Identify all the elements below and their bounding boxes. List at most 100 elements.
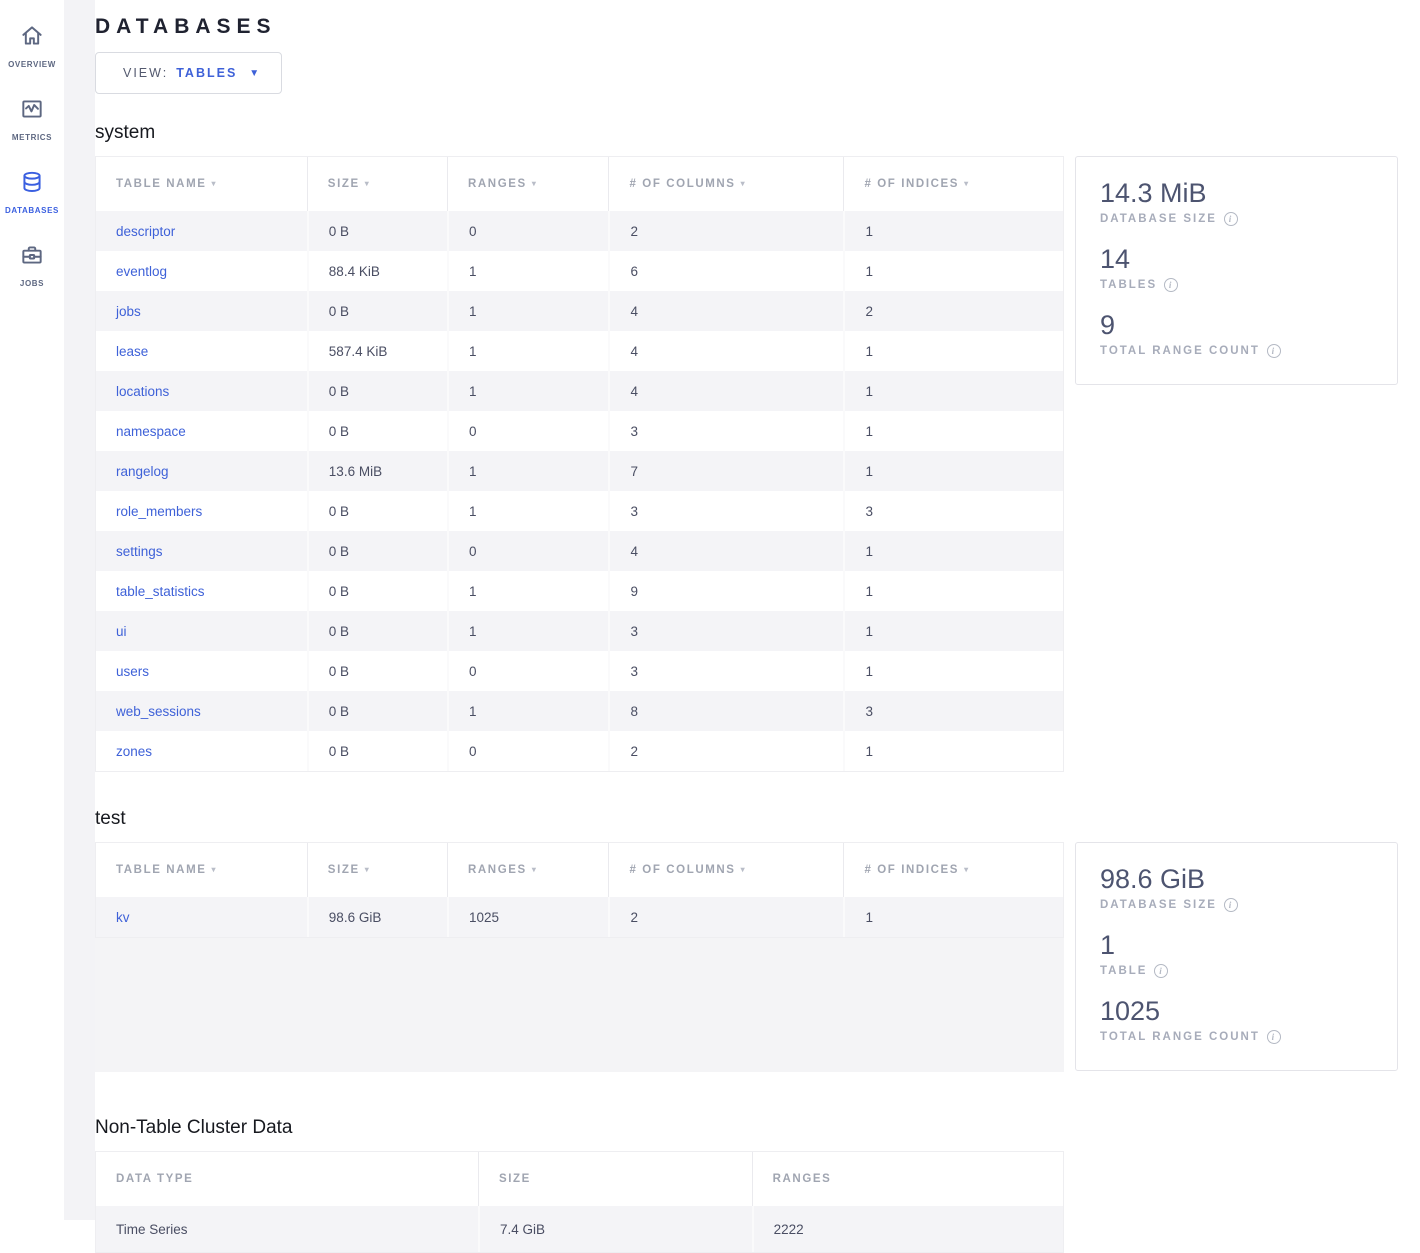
table-cell[interactable]: jobs [96, 291, 307, 331]
table-cell: 0 B [306, 611, 447, 651]
table-cell[interactable]: zones [96, 731, 307, 771]
sidebar-item-label: OVERVIEW [8, 60, 56, 69]
info-icon[interactable]: i [1223, 898, 1238, 912]
table-name-link[interactable]: locations [116, 383, 170, 399]
table-name-link[interactable]: settings [116, 543, 163, 559]
table-cell: 88.4 KiB [306, 251, 447, 291]
table-cell: 2222 [751, 1206, 1063, 1252]
table-cell: 0 B [306, 291, 447, 331]
sidebar-item-label: METRICS [11, 133, 53, 142]
column-header[interactable]: TABLE NAME ▾ [96, 843, 307, 897]
info-icon[interactable]: i [1223, 212, 1238, 226]
table-cell: 1 [447, 611, 609, 651]
table-cell[interactable]: lease [96, 331, 307, 371]
table-cell[interactable]: web_sessions [96, 691, 307, 731]
table-name-link[interactable]: role_members [116, 503, 203, 519]
table-cell: 3 [843, 691, 1063, 731]
table-name-link[interactable]: rangelog [116, 463, 169, 479]
home-icon [19, 23, 45, 54]
table-cell: 2 [843, 291, 1063, 331]
table-name-link[interactable]: kv [116, 909, 130, 925]
table-cell: 4 [608, 331, 844, 371]
table-cell: 1 [843, 731, 1063, 771]
table-name-link[interactable]: namespace [116, 423, 186, 439]
table-cell[interactable]: settings [96, 531, 307, 571]
stat-label: TOTAL RANGE COUNT [1100, 345, 1260, 357]
column-header[interactable]: # OF INDICES ▾ [843, 157, 1063, 211]
sidebar-item-jobs[interactable]: JOBS [0, 229, 64, 302]
table-cell[interactable]: ui [96, 611, 307, 651]
table-cell[interactable]: descriptor [96, 211, 307, 251]
table-cell[interactable]: users [96, 651, 307, 691]
stat-label: DATABASE SIZE [1100, 213, 1217, 225]
table-name-link[interactable]: ui [116, 623, 127, 639]
sidebar-item-databases[interactable]: DATABASES [0, 156, 64, 229]
page-title: DATABASES [95, 15, 277, 38]
table-cell: 1 [843, 371, 1063, 411]
database-name-heading: system [95, 122, 156, 143]
table-cell[interactable]: role_members [96, 491, 307, 531]
column-header[interactable]: RANGES ▾ [447, 843, 609, 897]
table-cell: Time Series [96, 1206, 478, 1252]
table-cell: 0 [447, 211, 609, 251]
column-header[interactable]: RANGES ▾ [447, 157, 609, 211]
table-name-link[interactable]: table_statistics [116, 583, 205, 599]
info-icon[interactable]: i [1154, 964, 1169, 978]
database-name-heading: test [95, 808, 126, 829]
table-cell[interactable]: table_statistics [96, 571, 307, 611]
sort-caret-icon: ▾ [531, 179, 538, 188]
table-name-link[interactable]: eventlog [116, 263, 168, 279]
column-header[interactable]: SIZE ▾ [306, 157, 447, 211]
chevron-down-icon: ▼ [249, 67, 260, 79]
table-name-link[interactable]: zones [116, 743, 153, 759]
database-size-stat: 14.3 MiB DATABASE SIZE i [1100, 177, 1373, 226]
table-cell: 1 [447, 491, 609, 531]
column-header: RANGES [751, 1152, 1063, 1206]
info-icon[interactable]: i [1164, 278, 1179, 292]
table-cell: 3 [608, 651, 844, 691]
table-name-link[interactable]: lease [116, 343, 149, 359]
table-cell[interactable]: locations [96, 371, 307, 411]
table-name-link[interactable]: users [116, 663, 150, 679]
view-selector-button[interactable]: VIEW: TABLES ▼ [95, 52, 283, 94]
column-header[interactable]: SIZE ▾ [306, 843, 447, 897]
stat-value: 14 [1100, 244, 1131, 274]
table-cell[interactable]: eventlog [96, 251, 307, 291]
table-name-link[interactable]: jobs [116, 303, 141, 319]
stat-label: TABLES [1100, 279, 1158, 291]
table-cell: 2 [608, 211, 844, 251]
table-name-link[interactable]: web_sessions [116, 703, 201, 719]
table-cell[interactable]: namespace [96, 411, 307, 451]
table-cell[interactable]: rangelog [96, 451, 307, 491]
sidebar-item-overview[interactable]: OVERVIEW [0, 10, 64, 83]
stat-value: 14.3 MiB [1100, 178, 1207, 208]
table-cell[interactable]: kv [96, 897, 307, 937]
stat-label: TOTAL RANGE COUNT [1100, 1031, 1260, 1043]
sidebar-item-label: DATABASES [5, 206, 59, 215]
table-cell: 7.4 GiB [477, 1206, 752, 1252]
table-name-link[interactable]: descriptor [116, 223, 176, 239]
info-icon[interactable]: i [1266, 1030, 1281, 1044]
table-cell: 1 [447, 291, 609, 331]
table-cell: 1 [447, 571, 609, 611]
sort-caret-icon: ▾ [211, 865, 218, 874]
sidebar-gutter [64, 0, 95, 1220]
sort-caret-icon: ▾ [364, 865, 371, 874]
column-header[interactable]: # OF INDICES ▾ [843, 843, 1063, 897]
column-header[interactable]: # OF COLUMNS ▾ [608, 843, 844, 897]
info-icon[interactable]: i [1266, 344, 1281, 358]
table-cell: 3 [608, 411, 844, 451]
sort-caret-icon: ▾ [211, 179, 218, 188]
sidebar-item-metrics[interactable]: METRICS [0, 83, 64, 156]
view-selector-label: VIEW: [123, 66, 169, 80]
table-cell: 1 [447, 251, 609, 291]
column-header[interactable]: # OF COLUMNS ▾ [608, 157, 844, 211]
column-header[interactable]: TABLE NAME ▾ [96, 157, 307, 211]
table-cell: 0 [447, 651, 609, 691]
test-tables-table: TABLE NAME ▾ SIZE ▾ RANGES ▾ # OF COLUMNS ▾ # OF… [95, 842, 1064, 938]
table-cell: 4 [608, 531, 844, 571]
column-header: DATA TYPE [96, 1152, 478, 1206]
sort-caret-icon: ▾ [740, 179, 747, 188]
